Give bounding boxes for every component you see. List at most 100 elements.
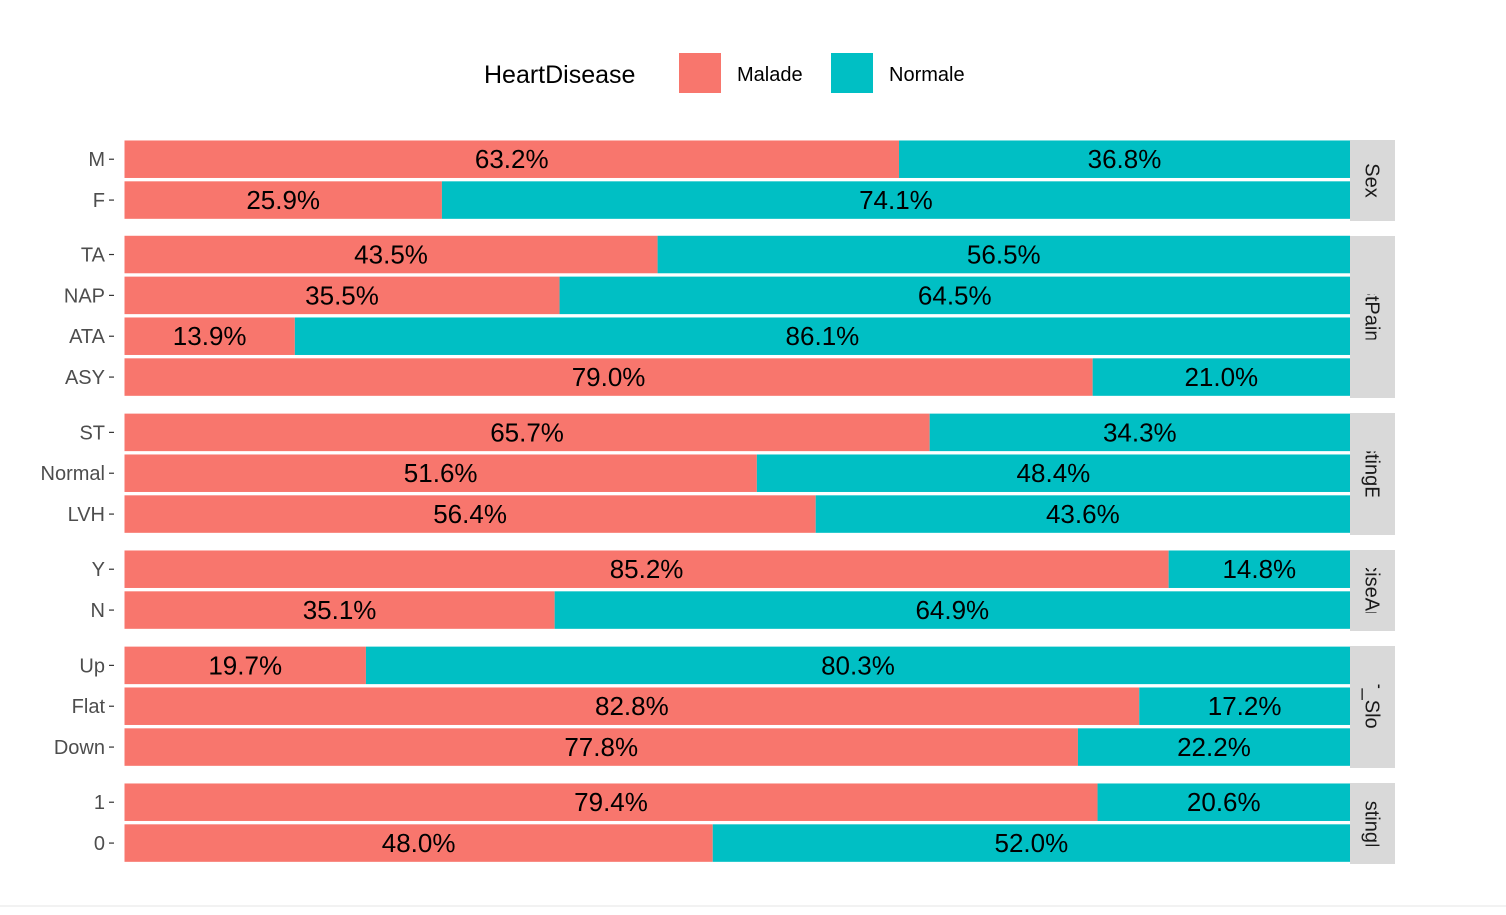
facet-strip-label: RestingECG [1361, 418, 1383, 529]
value-label-malade: 63.2% [475, 144, 549, 174]
bar-normale-f [441, 181, 1350, 219]
y-tick-label-lvh: LVH [68, 504, 105, 526]
value-label-malade: 56.4% [433, 499, 507, 529]
bar-malade-y [124, 550, 1169, 588]
y-tick-label-y: Y [92, 559, 105, 581]
value-label-malade: 43.5% [354, 240, 428, 270]
bar-malade-ta [124, 235, 658, 274]
y-tick-label-down: Down [54, 737, 105, 759]
bar-normale-asy [1092, 358, 1350, 396]
value-label-malade: 19.7% [208, 650, 282, 680]
y-tick-label-up: Up [79, 655, 105, 677]
panel-exerciseangina: 85.2% 14.8% Y 35.1% 64.9% N ExerciseAngina [91, 521, 1395, 661]
y-tick-label-normal: Normal [41, 463, 105, 485]
bar-normale-up [365, 646, 1351, 685]
value-label-normale: 52.0% [995, 828, 1069, 858]
y-tick-label-n: N [91, 600, 105, 622]
y-tick-label-f: F [93, 190, 105, 212]
facet-strip-label: ST_Slope [1361, 663, 1383, 751]
bar-normale-lvh [815, 495, 1350, 533]
legend-label-normale: Normale [889, 64, 965, 86]
value-label-normale: 80.3% [821, 650, 895, 680]
value-label-normale: 21.0% [1184, 362, 1258, 392]
panel-fastingbs: 79.4% 20.6% 1 48.0% 52.0% 0 FastingBS [94, 777, 1395, 869]
panel-sex: 63.2% 36.8% M 25.9% 74.1% F Sex [88, 140, 1395, 221]
value-label-malade: 85.2% [610, 554, 684, 584]
facet-strip [1350, 140, 1395, 221]
facet-strip-label: Sex [1361, 163, 1383, 197]
y-tick-label-flat: Flat [72, 696, 106, 718]
value-label-malade: 48.0% [382, 828, 456, 858]
y-tick-label-ata: ATA [69, 326, 106, 348]
value-label-normale: 20.6% [1187, 787, 1261, 817]
y-tick-label-1: 1 [94, 792, 105, 814]
bar-malade-down [124, 728, 1078, 766]
value-label-malade: 65.7% [490, 417, 564, 447]
value-label-malade: 25.9% [246, 185, 320, 215]
facet-strip [1350, 236, 1395, 398]
value-label-normale: 48.4% [1017, 458, 1091, 488]
bar-malade-f [124, 181, 442, 219]
y-tick-label-nap: NAP [64, 285, 105, 307]
facet-strip-label: ExerciseAngina [1361, 521, 1383, 661]
bar-normale-ta [657, 235, 1350, 274]
value-label-normale: 64.9% [915, 595, 989, 625]
bar-malade-up [124, 646, 366, 685]
bar-normale-n [554, 591, 1350, 629]
value-label-normale: 43.6% [1046, 499, 1120, 529]
bar-malade-ata [124, 317, 295, 355]
legend-title: HeartDisease [484, 61, 635, 89]
legend-label-malade: Malade [737, 64, 803, 86]
value-label-malade: 35.1% [303, 595, 377, 625]
y-tick-label-m: M [88, 149, 105, 171]
bar-malade-1 [124, 783, 1098, 821]
bar-normale-0 [712, 824, 1350, 862]
bar-normale-flat [1139, 687, 1350, 725]
legend: HeartDisease Malade Normale [484, 53, 965, 93]
facet-strip [1350, 550, 1395, 631]
y-tick-label-0: 0 [94, 833, 105, 855]
value-label-malade: 79.0% [572, 362, 646, 392]
value-label-normale: 74.1% [859, 185, 933, 215]
value-label-malade: 77.8% [564, 732, 638, 762]
bar-normale-normal [756, 454, 1350, 492]
facet-strip-label: ChestPainType [1361, 249, 1383, 385]
bar-malade-st [124, 413, 930, 452]
legend-key-normale [831, 53, 873, 93]
legend-key-malade [679, 53, 721, 93]
panel-restingecg: 65.7% 34.3% ST 51.6% 48.4% Normal 56.4% 43.6% LV… [41, 413, 1395, 535]
value-label-normale: 14.8% [1222, 554, 1296, 584]
facet-strip [1350, 646, 1395, 768]
value-label-normale: 64.5% [918, 280, 992, 310]
bar-normale-nap [559, 276, 1350, 315]
facet-strip [1350, 413, 1395, 535]
bar-malade-m [124, 140, 900, 178]
panel-st_slope: 19.7% 80.3% Up 82.8% 17.2% Flat 77.8% 22.2% Down… [54, 646, 1395, 768]
panel-chestpaintype: 43.5% 56.5% TA 35.5% 64.5% NAP 13.9% 86.1% ATA 79… [64, 235, 1395, 398]
y-tick-label-st: ST [79, 422, 105, 444]
value-label-normale: 17.2% [1208, 691, 1282, 721]
bar-malade-lvh [124, 495, 816, 533]
bar-malade-normal [124, 454, 757, 492]
bar-malade-asy [124, 358, 1093, 396]
value-label-normale: 22.2% [1177, 732, 1251, 762]
facet-strip [1350, 783, 1395, 864]
value-label-malade: 82.8% [595, 691, 669, 721]
value-label-normale: 36.8% [1088, 144, 1162, 174]
bar-normale-y [1168, 550, 1350, 588]
facet-strip-label: FastingBS [1361, 777, 1383, 869]
y-tick-label-asy: ASY [65, 367, 105, 389]
y-tick-label-ta: TA [81, 245, 106, 267]
value-label-normale: 56.5% [967, 240, 1041, 270]
value-label-normale: 34.3% [1103, 417, 1177, 447]
value-label-malade: 13.9% [173, 321, 247, 351]
bar-normale-1 [1097, 783, 1350, 821]
bar-malade-nap [124, 276, 560, 315]
value-label-malade: 35.5% [305, 280, 379, 310]
bar-malade-0 [124, 824, 713, 862]
bar-normale-st [929, 413, 1350, 452]
value-label-normale: 86.1% [786, 321, 860, 351]
bar-malade-n [124, 591, 555, 629]
